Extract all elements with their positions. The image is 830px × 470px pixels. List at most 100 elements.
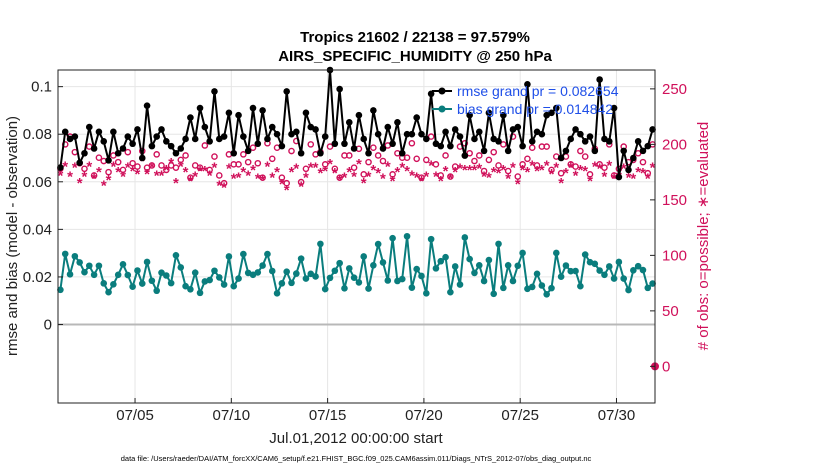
obs-evaluated-marker: *	[67, 168, 73, 185]
obs-evaluated-marker: *	[419, 173, 425, 190]
obs-evaluated-marker: *	[207, 167, 213, 184]
rmse-marker	[81, 149, 88, 157]
bias-marker	[134, 267, 141, 274]
obs-possible-marker	[158, 162, 165, 169]
obs-evaluated-marker: *	[496, 165, 502, 182]
bias-marker	[158, 269, 165, 276]
bias-marker	[365, 285, 372, 292]
obs-evaluated-marker: *	[346, 164, 352, 181]
bias-marker	[519, 249, 526, 257]
obs-possible-marker	[639, 158, 647, 166]
rmse-marker	[158, 126, 165, 133]
rmse-marker	[90, 145, 98, 152]
bias-marker	[533, 270, 541, 278]
obs-evaluated-marker: *	[399, 160, 405, 177]
obs-evaluated-marker: *	[472, 162, 478, 179]
obs-evaluated-marker: *	[178, 158, 184, 175]
bias-marker	[591, 260, 599, 268]
obs-evaluated-marker: *	[395, 164, 401, 181]
obs-evaluated-marker: *	[409, 167, 415, 184]
footer-data-file: data file: /Users/raeder/DAI/ATM_forcXX/…	[121, 454, 592, 463]
obs-evaluated-marker: *	[385, 158, 391, 175]
rmse-marker	[374, 130, 382, 138]
obs-evaluated-marker: *	[630, 171, 636, 188]
rmse-marker	[557, 154, 565, 162]
obs-possible-marker	[432, 161, 440, 168]
plot-frame	[57, 69, 656, 404]
bias-marker	[206, 276, 213, 284]
obs-possible-marker	[548, 166, 555, 174]
obs-evaluated-marker: *	[250, 162, 256, 179]
rmse-marker	[456, 133, 464, 140]
obs-evaluated-marker: *	[602, 168, 608, 185]
obs-evaluated-marker: *	[212, 160, 218, 177]
obs-evaluated-marker: *	[289, 164, 295, 181]
rmse-marker	[350, 145, 358, 152]
bias-marker	[268, 267, 276, 275]
rmse-marker	[293, 128, 300, 136]
rmse-marker	[57, 164, 64, 171]
bias-marker	[293, 270, 300, 277]
rmse-marker	[211, 88, 218, 95]
axis-ticks: 07/05 07/10 07/15 07/20 07/25 07/30 0 0.02 0.04 0…	[23, 79, 687, 424]
x-tick-label: 07/15	[309, 407, 347, 424]
rmse-marker	[321, 133, 329, 140]
y-axis-label-right: # of obs: o=possible; ∗=evaluated	[695, 122, 712, 351]
rmse-marker	[562, 147, 570, 155]
rmse-marker	[567, 135, 575, 143]
obs-evaluated-marker: *	[120, 168, 126, 185]
bias-marker	[66, 271, 74, 278]
rmse-marker	[394, 119, 401, 126]
bias-marker	[61, 250, 69, 258]
bias-marker	[254, 269, 262, 276]
obs-evaluated-marker: *	[476, 161, 482, 178]
bias-marker	[379, 259, 387, 266]
obs-possible-marker	[379, 157, 387, 165]
rmse-marker	[71, 133, 79, 140]
obs-evaluated-marker: *	[308, 160, 314, 177]
rmse-marker	[345, 119, 353, 126]
rmse-marker	[76, 159, 83, 167]
obs-evaluated-marker: *	[168, 155, 174, 172]
rmse-marker	[167, 142, 175, 150]
rmse-marker	[610, 104, 618, 112]
y-tick-label-left: 0	[44, 317, 52, 334]
bias-marker	[625, 286, 632, 294]
obs-possible-marker	[215, 172, 223, 179]
obs-possible-marker	[187, 174, 194, 181]
obs-evaluated-marker: *	[298, 178, 304, 195]
obs-evaluated-marker: *	[356, 156, 362, 173]
y-tick-label-right: 150	[662, 192, 687, 209]
obs-possible-marker	[389, 171, 396, 178]
obs-evaluated-marker: *	[226, 161, 232, 178]
obs-evaluated-marker: *	[159, 167, 165, 184]
obs-evaluated-marker: *	[317, 165, 323, 182]
rmse-marker	[110, 128, 117, 136]
bias-marker	[350, 274, 358, 281]
rmse-marker	[143, 102, 151, 109]
obs-evaluated-marker: *	[457, 161, 463, 178]
obs-possible-marker	[244, 158, 252, 166]
rmse-marker	[206, 138, 213, 145]
obs-possible-marker	[220, 179, 228, 187]
obs-evaluated-marker: *	[255, 171, 261, 188]
rmse-marker	[451, 126, 459, 133]
bias-marker	[57, 286, 64, 294]
bias-marker	[153, 287, 160, 295]
bias-marker	[167, 279, 175, 287]
obs-possible-marker	[601, 164, 608, 171]
obs-evaluated-marker: *	[587, 173, 593, 190]
x-tick-label: 07/20	[405, 407, 443, 424]
bias-marker	[321, 285, 329, 293]
obs-evaluated-marker: *	[332, 165, 338, 182]
obs-possible-marker	[345, 152, 353, 159]
obs-possible-marker	[490, 148, 498, 156]
obs-evaluated-marker: *	[62, 158, 68, 175]
rmse-marker	[336, 85, 343, 93]
obs-possible-marker	[249, 144, 257, 151]
bias-marker	[114, 271, 122, 279]
bias-marker	[471, 269, 478, 277]
bias-marker	[278, 280, 286, 287]
rmse-marker	[591, 147, 599, 155]
obs-evaluated-marker: *	[202, 163, 208, 180]
